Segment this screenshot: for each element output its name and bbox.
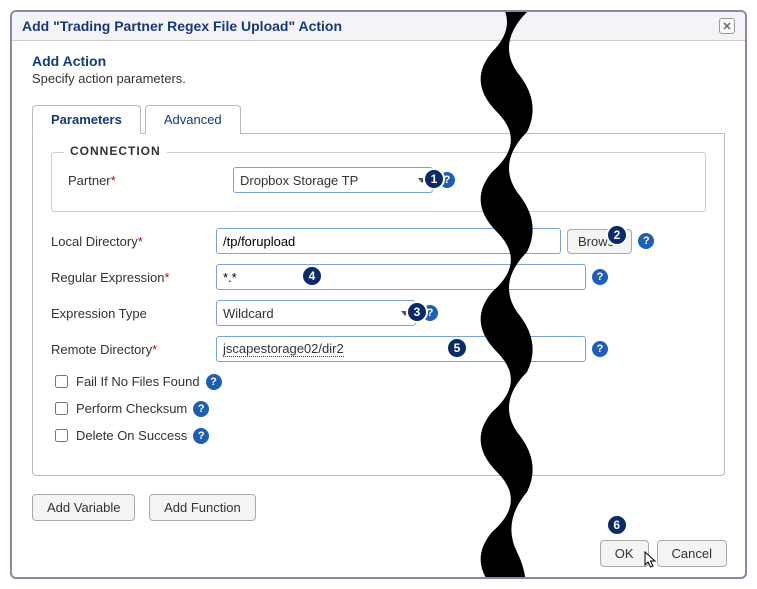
- section-sub: Specify action parameters.: [32, 71, 725, 86]
- tab-advanced[interactable]: Advanced: [145, 105, 241, 134]
- partner-label: Partner*: [68, 173, 233, 188]
- chevron-down-icon: [401, 311, 409, 316]
- partner-select[interactable]: Dropbox Storage TP: [233, 167, 433, 193]
- help-icon[interactable]: ?: [592, 269, 608, 285]
- dialog-body: Add Action Specify action parameters. Pa…: [12, 41, 745, 533]
- add-variable-button[interactable]: Add Variable: [32, 494, 135, 521]
- delete-on-success-row: Delete On Success ?: [51, 426, 706, 445]
- regex-input[interactable]: [216, 264, 586, 290]
- fail-if-none-label: Fail If No Files Found: [76, 374, 200, 389]
- local-dir-label: Local Directory*: [51, 234, 216, 249]
- parameters-panel: CONNECTION Partner* Dropbox Storage TP ?…: [32, 134, 725, 476]
- required-mark: *: [138, 234, 143, 249]
- remote-dir-label: Remote Directory*: [51, 342, 216, 357]
- expr-type-value: Wildcard: [223, 306, 274, 321]
- chevron-down-icon: [418, 178, 426, 183]
- perform-checksum-label: Perform Checksum: [76, 401, 187, 416]
- section-heading: Add Action: [32, 53, 725, 69]
- add-function-button[interactable]: Add Function: [149, 494, 256, 521]
- footer-left: Add Variable Add Function: [32, 494, 725, 521]
- browse-button[interactable]: Browse: [567, 229, 632, 254]
- remote-dir-row: Remote Directory* jscapestorage02/dir2 ?…: [51, 336, 706, 362]
- partner-value: Dropbox Storage TP: [240, 173, 358, 188]
- remote-dir-label-text: Remote Directory: [51, 342, 152, 357]
- help-icon[interactable]: ?: [193, 401, 209, 417]
- dialog-title: Add "Trading Partner Regex File Upload" …: [22, 18, 342, 34]
- cancel-button[interactable]: Cancel: [657, 540, 727, 567]
- delete-on-success-label: Delete On Success: [76, 428, 187, 443]
- local-dir-row: Local Directory* Browse ? 2: [51, 228, 706, 254]
- dialog-footer: 6 OK Cancel: [600, 540, 727, 567]
- remote-dir-value: jscapestorage02/dir2: [223, 341, 344, 357]
- partner-row: Partner* Dropbox Storage TP ? 1: [68, 167, 689, 193]
- delete-on-success-checkbox[interactable]: [55, 429, 68, 442]
- regex-row: Regular Expression* ? 4: [51, 264, 706, 290]
- required-mark: *: [164, 270, 169, 285]
- help-icon[interactable]: ?: [422, 305, 438, 321]
- help-icon[interactable]: ?: [638, 233, 654, 249]
- help-icon[interactable]: ?: [592, 341, 608, 357]
- expr-type-row: Expression Type Wildcard ? 3: [51, 300, 706, 326]
- dialog: Add "Trading Partner Regex File Upload" …: [10, 10, 747, 579]
- local-dir-label-text: Local Directory: [51, 234, 138, 249]
- ok-button[interactable]: OK: [600, 540, 649, 567]
- help-icon[interactable]: ?: [206, 374, 222, 390]
- close-icon[interactable]: ✕: [719, 18, 735, 34]
- help-icon[interactable]: ?: [439, 172, 455, 188]
- titlebar: Add "Trading Partner Regex File Upload" …: [12, 12, 745, 41]
- perform-checksum-row: Perform Checksum ?: [51, 399, 706, 418]
- remote-dir-input[interactable]: jscapestorage02/dir2: [216, 336, 586, 362]
- tab-bar: Parameters Advanced: [32, 104, 725, 134]
- help-icon[interactable]: ?: [193, 428, 209, 444]
- fail-if-none-checkbox[interactable]: [55, 375, 68, 388]
- connection-fieldset: CONNECTION Partner* Dropbox Storage TP ?…: [51, 152, 706, 212]
- fail-if-none-row: Fail If No Files Found ?: [51, 372, 706, 391]
- expr-type-select[interactable]: Wildcard: [216, 300, 416, 326]
- local-dir-input[interactable]: [216, 228, 561, 254]
- partner-label-text: Partner: [68, 173, 111, 188]
- regex-label: Regular Expression*: [51, 270, 216, 285]
- required-mark: *: [152, 342, 157, 357]
- expr-type-label: Expression Type: [51, 306, 216, 321]
- required-mark: *: [111, 173, 116, 188]
- connection-legend: CONNECTION: [64, 144, 167, 158]
- perform-checksum-checkbox[interactable]: [55, 402, 68, 415]
- tab-parameters[interactable]: Parameters: [32, 105, 141, 134]
- regex-label-text: Regular Expression: [51, 270, 164, 285]
